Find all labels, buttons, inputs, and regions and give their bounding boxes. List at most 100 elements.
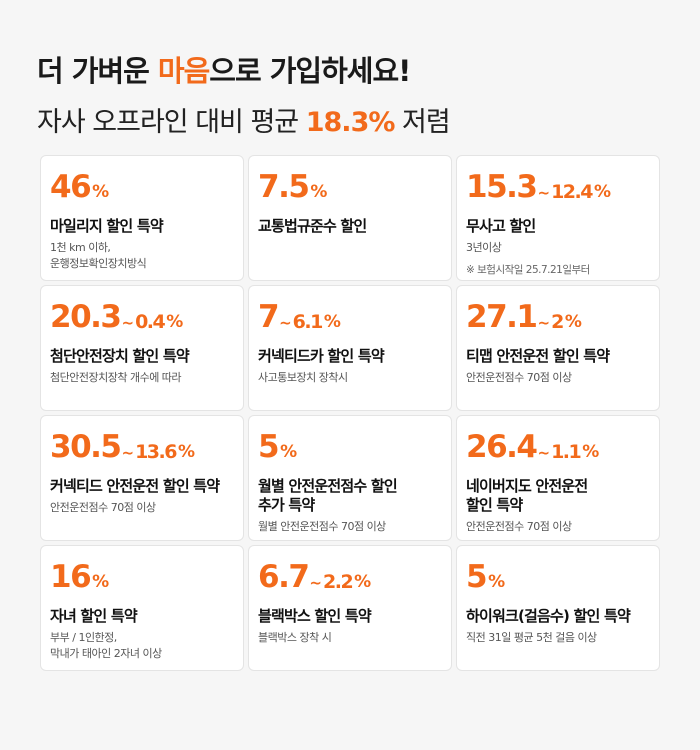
percent-sign: %: [310, 182, 328, 202]
rate-range-min: 6.1: [292, 311, 324, 333]
discount-condition: 월별 안전운전점수 70점 이상: [258, 519, 443, 535]
discount-condition: 안전운전점수 70점 이상: [466, 519, 651, 535]
discount-condition: 부부 / 1인한정, 막내가 태아인 2자녀 이상: [50, 630, 235, 662]
discount-title: 네이버지도 안전운전 할인 특약: [466, 477, 651, 515]
discount-title-line: 마일리지 할인 특약: [50, 217, 164, 235]
discount-condition-line: 월별 안전운전점수 70점 이상: [258, 520, 386, 533]
discount-title: 하이워크(걸음수) 할인 특약: [466, 607, 651, 626]
discount-condition: 첨단안전장치장착 개수에 따라: [50, 370, 235, 386]
page-subheadline: 자사 오프라인 대비 평균 18.3% 저렴: [37, 100, 451, 139]
percent-sign: %: [488, 572, 506, 592]
discount-title: 커넥티드 안전운전 할인 특약: [50, 477, 235, 496]
discount-title: 자녀 할인 특약: [50, 607, 235, 626]
discount-condition: 사고통보장치 장착시: [258, 370, 443, 386]
rate-main: 5: [258, 429, 280, 465]
discount-title-line: 블랙박스 할인 특약: [258, 607, 372, 625]
discount-condition-line: 첨단안전장치장착 개수에 따라: [50, 371, 182, 384]
discount-rate: 27.1 ~2%: [466, 299, 651, 333]
discount-condition-line: 안전운전점수 70점 이상: [466, 371, 572, 384]
range-separator: ~: [537, 184, 551, 202]
discount-rate: 7.5%: [258, 169, 443, 203]
discount-card: 15.3 ~12.4% 무사고 할인 3년이상 ※ 보험시작일 25.7.21일부터: [456, 155, 660, 281]
discount-title-line: 커넥티드카 할인 특약: [258, 347, 385, 365]
discount-title-line: 하이워크(걸음수) 할인 특약: [466, 607, 631, 625]
rate-range-min: 12.4: [551, 181, 593, 203]
rate-main: 27.1: [466, 299, 538, 335]
discount-condition: 안전운전점수 70점 이상: [466, 370, 651, 386]
rate-range-min: 2: [551, 311, 564, 333]
discount-rate: 30.5 ~13.6%: [50, 429, 235, 463]
discount-rate: 7 ~6.1%: [258, 299, 443, 333]
range-separator: ~: [309, 574, 322, 592]
percent-sign: %: [92, 572, 110, 592]
rate-range-min: 0.4: [135, 311, 166, 333]
discount-card: 7.5% 교통법규준수 할인: [248, 155, 452, 281]
discount-title-line: 커넥티드 안전운전 할인 특약: [50, 477, 220, 495]
percent-sign: %: [323, 312, 341, 332]
discount-rate: 16%: [50, 559, 235, 593]
percent-sign: %: [280, 442, 298, 462]
percent-sign: %: [166, 312, 184, 332]
page-headline: 더 가벼운 마음으로 가입하세요!: [37, 48, 411, 90]
discount-condition: 블랙박스 장착 시: [258, 630, 443, 646]
rate-main: 7: [258, 299, 280, 335]
rate-main: 15.3: [466, 169, 538, 205]
discount-note: ※ 보험시작일 25.7.21일부터: [466, 264, 590, 276]
discount-title: 월별 안전운전점수 할인 추가 특약: [258, 477, 443, 515]
range-separator: ~: [121, 444, 135, 462]
discount-title-line: 교통법규준수 할인: [258, 217, 367, 235]
rate-main: 16: [50, 559, 92, 595]
headline-pre: 더 가벼운: [37, 54, 158, 88]
discount-condition: 직전 31일 평균 5천 걸음 이상: [466, 630, 651, 646]
headline-accent: 마음: [157, 54, 210, 88]
subline-post: 저렴: [394, 107, 451, 138]
discount-title-line: 네이버지도 안전운전: [466, 477, 588, 495]
range-separator: ~: [121, 314, 135, 332]
discount-condition-line: 직전 31일 평균 5천 걸음 이상: [466, 631, 597, 644]
discount-condition-line: 사고통보장치 장착시: [258, 371, 348, 384]
discount-rate: 15.3 ~12.4%: [466, 169, 651, 203]
percent-sign: %: [92, 182, 110, 202]
discount-title-line: 첨단안전장치 할인 특약: [50, 347, 190, 365]
discount-rate: 5%: [466, 559, 651, 593]
headline-post: 으로 가입하세요!: [209, 54, 411, 88]
percent-sign: %: [582, 442, 600, 462]
percent-sign: %: [593, 182, 612, 202]
range-separator: ~: [537, 314, 551, 332]
discount-condition-line: 운행정보확인장치방식: [50, 257, 147, 270]
rate-main: 7.5: [258, 169, 310, 205]
discount-condition: 안전운전점수 70점 이상: [50, 500, 235, 516]
discount-rate: 46%: [50, 169, 235, 203]
discount-condition-line: 1천 km 이하,: [50, 241, 111, 254]
percent-sign: %: [177, 442, 196, 462]
subline-pre: 자사 오프라인 대비 평균: [37, 107, 306, 138]
discount-title-line: 할인 특약: [466, 496, 523, 514]
discount-title-line: 추가 특약: [258, 496, 315, 514]
discount-condition-line: 3년이상: [466, 241, 502, 254]
rate-main: 26.4: [466, 429, 538, 465]
discount-title-line: 무사고 할인: [466, 217, 536, 235]
discount-condition-line: 안전운전점수 70점 이상: [466, 520, 572, 533]
discount-rate: 5%: [258, 429, 443, 463]
discount-title-line: 자녀 할인 특약: [50, 607, 138, 625]
discount-title: 마일리지 할인 특약: [50, 217, 235, 236]
percent-sign: %: [564, 312, 582, 332]
discount-title-line: 티맵 안전운전 할인 특약: [466, 347, 610, 365]
discount-title: 티맵 안전운전 할인 특약: [466, 347, 651, 366]
rate-main: 46: [50, 169, 92, 205]
rate-main: 6.7: [258, 559, 310, 595]
discount-title: 교통법규준수 할인: [258, 217, 443, 236]
rate-main: 5: [466, 559, 488, 595]
discount-rate: 20.3 ~0.4%: [50, 299, 235, 333]
discount-card: 46% 마일리지 할인 특약 1천 km 이하, 운행정보확인장치방식: [40, 155, 244, 281]
discount-condition-line: 막내가 태아인 2자녀 이상: [50, 647, 162, 660]
discount-condition: 3년이상: [466, 240, 651, 256]
range-separator: ~: [537, 444, 551, 462]
discount-condition-line: 부부 / 1인한정,: [50, 631, 117, 644]
rate-range-min: 1.1: [551, 441, 582, 463]
